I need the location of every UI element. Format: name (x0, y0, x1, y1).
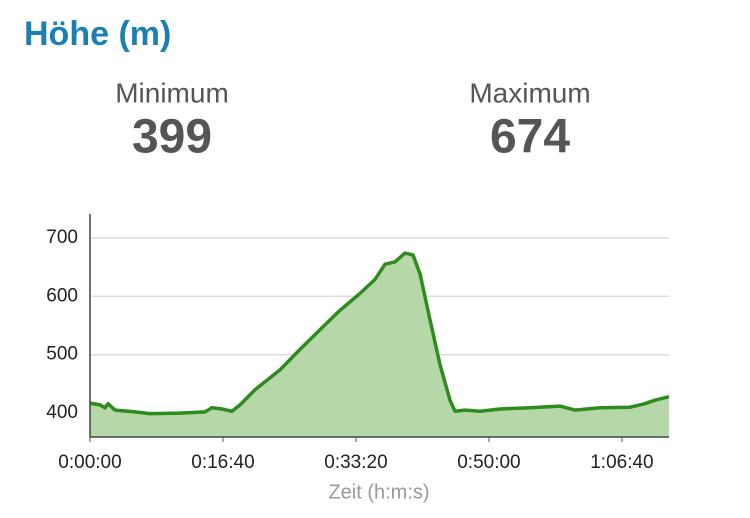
stat-label: Minimum (115, 77, 229, 108)
x-tick-label: 0:00:00 (58, 452, 121, 473)
panel-title: Höhe (m) (24, 15, 171, 53)
y-tick-label: 700 (46, 227, 78, 248)
x-axis-label: Zeit (h:m:s) (328, 481, 429, 503)
x-tick-label: 1:06:40 (590, 452, 653, 473)
y-tick-label: 400 (46, 402, 78, 423)
area (90, 253, 669, 437)
y-tick-label: 500 (46, 344, 78, 365)
x-tick-label: 0:16:40 (191, 452, 254, 473)
stat-value: 674 (490, 111, 570, 164)
x-tick-label: 0:33:20 (324, 452, 387, 473)
line (89, 251, 670, 416)
stat-label: Maximum (469, 77, 590, 108)
y-tick-label: 600 (46, 285, 78, 306)
stat-value: 399 (132, 111, 212, 164)
x-tick-label: 0:50:00 (457, 452, 520, 473)
